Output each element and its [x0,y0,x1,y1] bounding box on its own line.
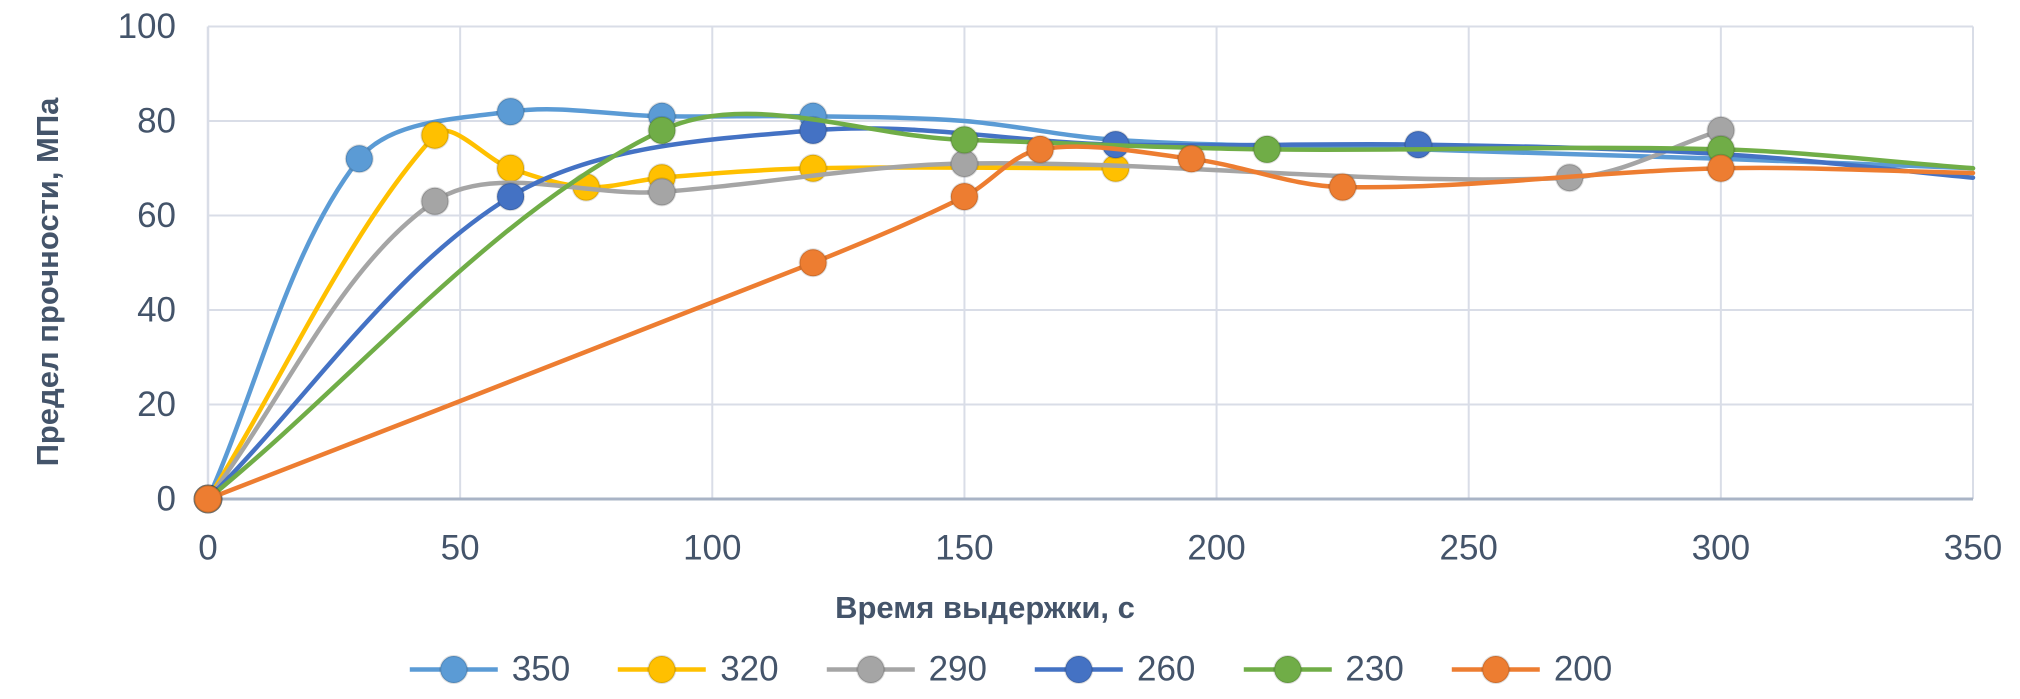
legend-marker [856,654,886,684]
legend-marker [439,654,469,684]
series-marker-200 [1176,144,1206,174]
legend-swatch-230 [1243,654,1332,684]
series-marker-230 [647,115,677,145]
series-marker-260 [496,182,526,212]
x-tick-label: 200 [1187,529,1245,568]
series-marker-230 [1252,134,1282,164]
x-tick-label: 250 [1440,529,1498,568]
series-marker-200 [798,248,828,278]
legend-swatch-200 [1451,654,1540,684]
series-marker-200 [1025,134,1055,164]
legend-label-290: 290 [928,649,987,689]
series-marker-290 [647,177,677,207]
series-line-200 [205,144,1976,502]
series-marker-200 [1706,153,1736,183]
y-axis-title: Предел прочности, МПа [30,97,65,467]
y-tick-label: 100 [118,7,176,46]
legend-item-200: 200 [1450,652,1612,687]
legend-label-260: 260 [1137,649,1196,689]
series-marker-260 [1403,130,1433,160]
legend-item-260: 260 [1033,652,1195,687]
series-marker-200 [949,182,979,212]
legend-item-350: 350 [408,652,570,687]
series-marker-350 [496,97,526,127]
series-marker-290 [420,186,450,216]
legend-marker [1272,654,1302,684]
legend-marker [1481,654,1511,684]
x-tick-label: 150 [935,529,993,568]
legend-marker [1064,654,1094,684]
series-marker-320 [420,120,450,150]
y-tick-label: 20 [137,385,176,424]
legend-label-230: 230 [1345,649,1404,689]
series-line-350 [205,107,1976,502]
legend-label-350: 350 [511,649,571,689]
legend-label-320: 320 [720,649,779,689]
legend-swatch-320 [618,654,707,684]
series-marker-320 [496,153,526,183]
y-tick-label: 40 [137,291,176,330]
y-tick-label: 60 [137,196,176,235]
series-marker-350 [344,144,374,174]
legend-swatch-290 [826,654,915,684]
x-tick-label: 100 [683,529,741,568]
legend-item-290: 290 [825,652,987,687]
legend-item-320: 320 [616,649,779,689]
y-tick-label: 80 [137,102,176,141]
x-tick-label: 0 [198,529,217,568]
series-marker-200 [1328,172,1358,202]
series-marker-260 [798,115,828,145]
x-tick-label: 350 [1944,529,2002,568]
series-marker-200 [193,484,223,514]
legend-marker [647,654,677,684]
legend: 350 320 290 260 230 200 [408,652,1612,687]
y-tick-label: 0 [157,480,176,519]
x-tick-label: 50 [441,529,480,568]
legend-swatch-260 [1035,654,1123,684]
series-marker-230 [949,125,979,155]
x-tick-label: 300 [1692,529,1750,568]
legend-label-200: 200 [1553,649,1613,689]
legend-item-230: 230 [1241,649,1404,689]
x-axis-title: Время выдержки, с [835,590,1135,625]
legend-swatch-350 [409,654,498,684]
